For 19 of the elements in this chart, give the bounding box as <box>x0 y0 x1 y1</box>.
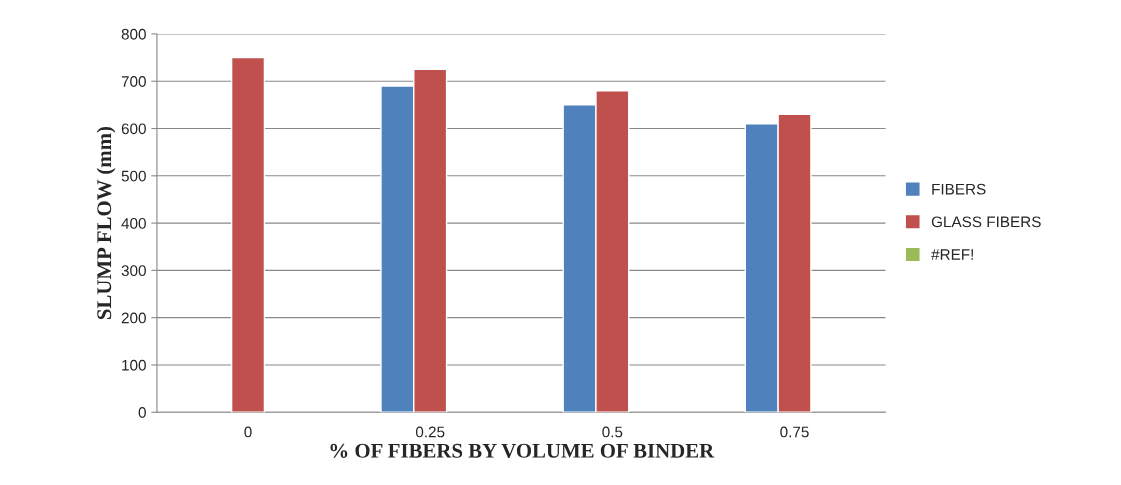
x-axis-title: % OF FIBERS BY VOLUME OF BINDER <box>330 443 715 458</box>
y-tick-label: 100 <box>122 359 146 371</box>
y-tick-label: 800 <box>121 28 146 40</box>
x-tick-label: 0.25 <box>415 426 445 438</box>
y-axis-title: SLUMP FLOW (mm) <box>96 126 116 320</box>
y-tick-label: 600 <box>121 123 146 135</box>
y-tick-label: 700 <box>121 76 146 87</box>
y-tick-label: 300 <box>121 265 146 277</box>
legend-label: GLASS FIBERS <box>931 216 1041 228</box>
x-tick-label: 0.5 <box>602 426 623 438</box>
y-tick-label: 0 <box>138 407 146 418</box>
bar <box>230 56 266 413</box>
y-tick-label: 500 <box>121 170 146 182</box>
legend-label: #REF! <box>931 249 973 260</box>
x-tick-label: 0 <box>244 426 252 438</box>
x-tick-label: 0.75 <box>780 426 809 438</box>
y-tick-label: 200 <box>121 312 146 324</box>
legend-label: FIBERS <box>932 183 986 195</box>
y-tick-label: 400 <box>121 217 146 229</box>
